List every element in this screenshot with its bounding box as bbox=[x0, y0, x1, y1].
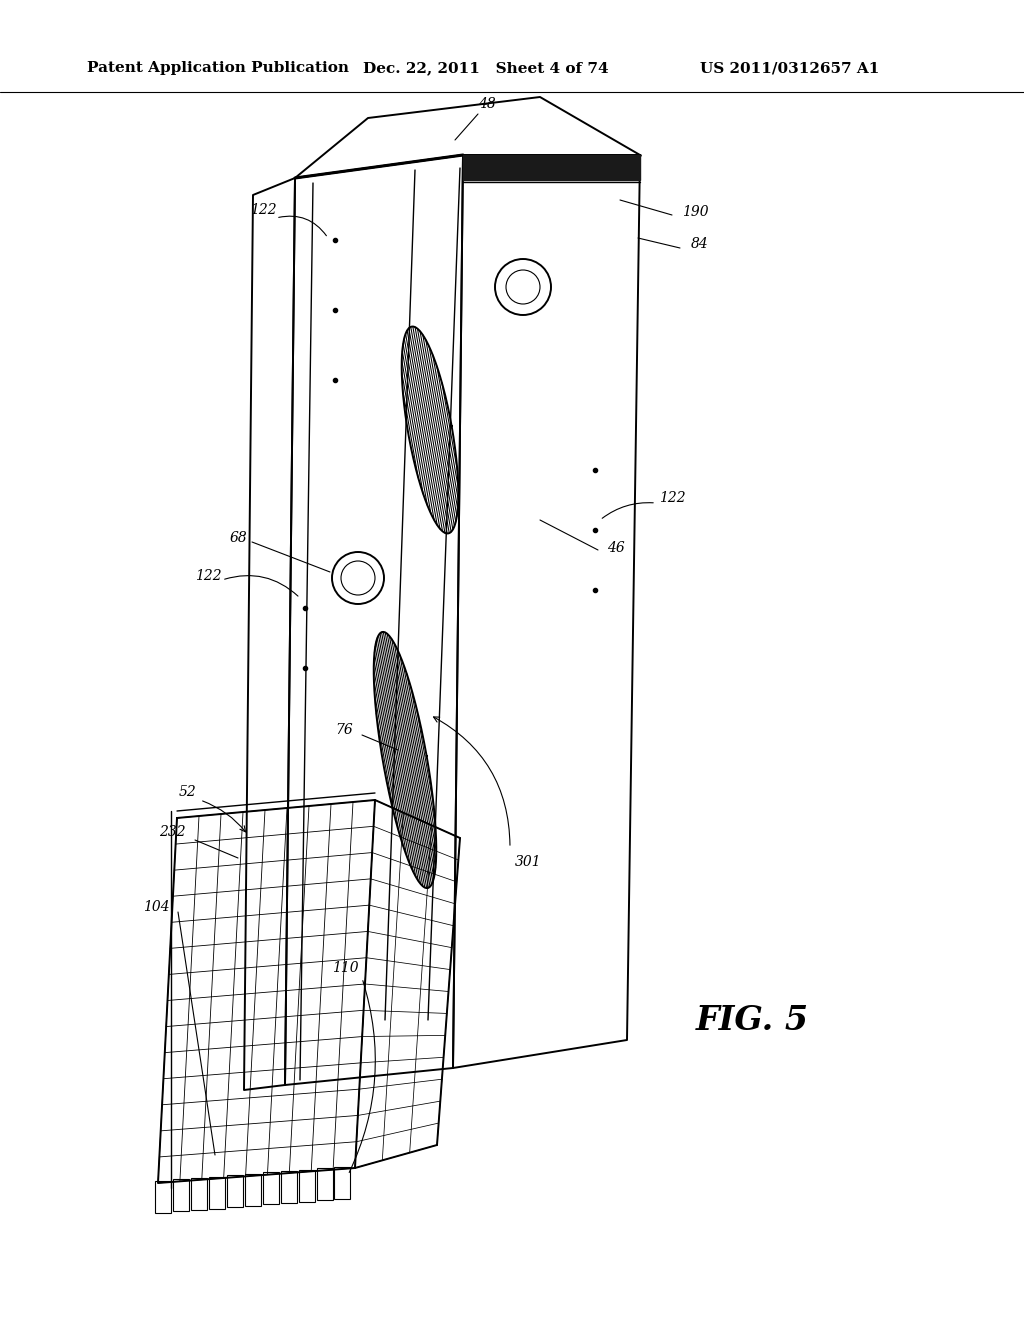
Text: 190: 190 bbox=[682, 205, 709, 219]
Bar bbox=[299, 1170, 314, 1201]
Text: 232: 232 bbox=[159, 825, 185, 840]
Text: Dec. 22, 2011   Sheet 4 of 74: Dec. 22, 2011 Sheet 4 of 74 bbox=[362, 61, 608, 75]
Bar bbox=[335, 1167, 350, 1199]
Text: 84: 84 bbox=[691, 238, 709, 251]
Text: 122: 122 bbox=[250, 203, 276, 216]
Bar bbox=[173, 1179, 189, 1212]
Text: US 2011/0312657 A1: US 2011/0312657 A1 bbox=[700, 61, 880, 75]
Polygon shape bbox=[463, 154, 640, 180]
Text: FIG. 5: FIG. 5 bbox=[695, 1003, 809, 1036]
Text: 122: 122 bbox=[658, 491, 685, 506]
Bar bbox=[227, 1175, 243, 1206]
Bar bbox=[316, 1168, 333, 1200]
Bar bbox=[209, 1176, 225, 1209]
Text: 301: 301 bbox=[515, 855, 542, 869]
Bar bbox=[191, 1177, 207, 1210]
Text: 46: 46 bbox=[607, 541, 625, 554]
Text: 122: 122 bbox=[195, 569, 221, 583]
Text: Patent Application Publication: Patent Application Publication bbox=[87, 61, 349, 75]
FancyArrowPatch shape bbox=[279, 216, 327, 236]
FancyArrowPatch shape bbox=[433, 717, 510, 845]
Text: 104: 104 bbox=[142, 900, 169, 913]
Bar bbox=[281, 1171, 297, 1203]
FancyArrowPatch shape bbox=[602, 503, 653, 519]
Bar bbox=[263, 1172, 279, 1204]
Text: 76: 76 bbox=[335, 723, 353, 737]
Text: 110: 110 bbox=[332, 961, 358, 975]
Bar bbox=[156, 1180, 171, 1213]
Bar bbox=[245, 1173, 261, 1205]
FancyArrowPatch shape bbox=[349, 981, 376, 1172]
Text: 48: 48 bbox=[478, 96, 496, 111]
Text: 68: 68 bbox=[229, 531, 247, 545]
Text: 52: 52 bbox=[179, 785, 197, 799]
FancyArrowPatch shape bbox=[224, 576, 298, 597]
FancyArrowPatch shape bbox=[203, 801, 246, 832]
